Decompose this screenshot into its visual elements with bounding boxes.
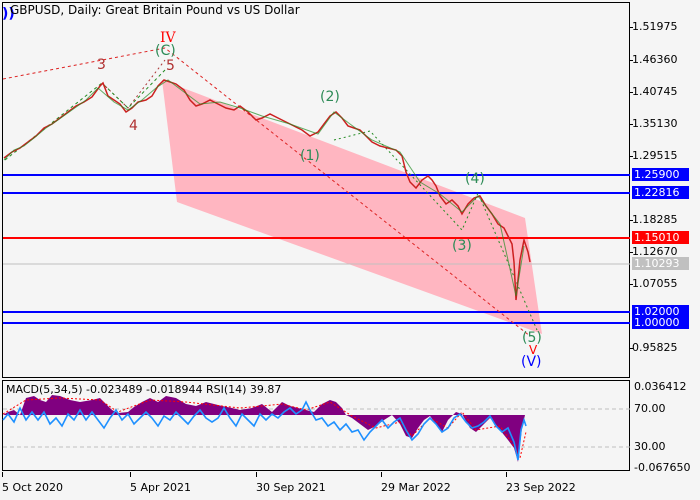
time-tick: 23 Sep 2022: [506, 481, 576, 494]
time-tick: 5 Oct 2020: [2, 481, 64, 494]
wave-label-2: (2): [320, 89, 340, 105]
rsi-axis-70: 70.00: [634, 402, 666, 415]
price-tick: 1.07055: [629, 277, 678, 290]
price-tick: 1.18285: [629, 213, 678, 226]
level-label-blue: 1.00000: [632, 316, 689, 329]
level-label-blue: 1.25900: [632, 168, 689, 181]
price-line: [3, 79, 531, 301]
time-tick: 5 Apr 2021: [130, 481, 192, 494]
time-tick-mark: [130, 472, 131, 477]
level-label-red: 1.15010: [632, 231, 689, 244]
wave-label-V-paren: (V): [521, 354, 542, 370]
price-tick: 1.35130: [629, 117, 678, 130]
price-tick: 1.46360: [629, 53, 678, 66]
price-line-bull: [3, 79, 525, 297]
wave-label-5-paren: (5): [522, 330, 542, 346]
wave-degree-marker: )): [2, 6, 15, 22]
current-price-label: 1.10293: [632, 257, 689, 270]
level-label-blue: 1.22816: [632, 186, 689, 199]
wave-label-3-paren: (3): [452, 238, 472, 254]
wave-label-4-paren: (4): [465, 171, 485, 187]
price-tick: 1.40745: [629, 85, 678, 98]
wave-label-C: (C): [155, 43, 176, 59]
indicator-axis-min: -0.067650: [634, 461, 691, 474]
price-tick: 0.95825: [629, 341, 678, 354]
macd-histogram: [3, 395, 525, 462]
macd-signal-line: [2, 397, 527, 460]
time-tick-mark: [2, 472, 3, 477]
intermediate-wave-line: [4, 69, 166, 161]
wave-label-1: (1): [300, 148, 320, 164]
price-tick: 1.51975: [629, 20, 678, 33]
level-label-blue: 1.02000: [632, 305, 689, 318]
forecast-channel: [162, 80, 542, 334]
wave-label-5: 5: [166, 58, 175, 74]
time-tick-mark: [256, 472, 257, 477]
major-wave-line: [2, 47, 531, 337]
indicator-axis-max: 0.036412: [634, 380, 687, 393]
time-tick-mark: [506, 472, 507, 477]
time-tick-mark: [381, 472, 382, 477]
rsi-line: [2, 400, 527, 461]
rsi-axis-30: 30.00: [634, 440, 666, 453]
chart-title: GBPUSD, Daily: Great Britain Pound vs US…: [10, 3, 300, 17]
price-tick: 1.29515: [629, 149, 678, 162]
price-tick: 1.12670: [629, 245, 678, 258]
indicator-label: MACD(5,34,5) -0.023489 -0.018944 RSI(14)…: [6, 383, 282, 396]
minor-wave-line: [101, 59, 166, 109]
time-tick: 30 Sep 2021: [256, 481, 326, 494]
wave-label-IV: IV: [160, 30, 176, 46]
wave-label-V: V: [529, 343, 538, 357]
indicator-pane-frame[interactable]: [2, 380, 630, 471]
wave-label-4: 4: [129, 118, 138, 134]
main-chart-frame[interactable]: [2, 2, 630, 378]
time-tick: 29 Mar 2022: [381, 481, 451, 494]
wave-label-3: 3: [97, 57, 106, 73]
